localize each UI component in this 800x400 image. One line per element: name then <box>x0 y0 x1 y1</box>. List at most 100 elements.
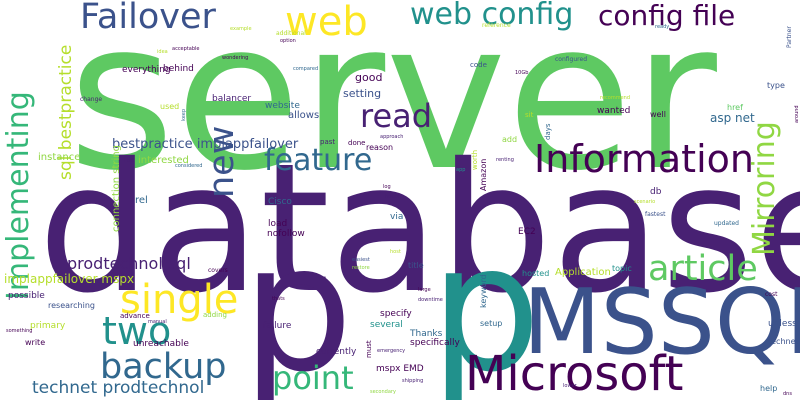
cloud-word: article <box>648 249 758 289</box>
cloud-word: bestpractice implappfailover <box>112 137 299 152</box>
cloud-word: acceptable <box>172 46 200 52</box>
cloud-word: Edit <box>124 158 134 164</box>
cloud-word: change <box>80 96 103 103</box>
cloud-word: unless <box>768 319 797 329</box>
cloud-word: covers <box>208 267 228 274</box>
cloud-word: topic <box>612 264 632 273</box>
cloud-word: hosted <box>522 269 550 278</box>
cloud-word: secondary <box>370 389 396 395</box>
cloud-word: config file <box>598 0 736 32</box>
cloud-word: wanted <box>597 106 631 116</box>
cloud-word: easiest <box>352 257 370 263</box>
cloud-word: Failover <box>80 0 216 37</box>
cloud-word: prodtechnol sql <box>67 254 191 273</box>
cloud-word: website <box>265 101 300 111</box>
cloud-word: lower <box>563 383 577 389</box>
cloud-word: currently <box>316 347 357 357</box>
cloud-word: read <box>360 97 433 135</box>
cloud-word: good <box>355 71 383 84</box>
cloud-word: app <box>456 167 466 173</box>
cloud-word: recommend <box>600 95 630 101</box>
cloud-word: Cisco <box>268 197 292 207</box>
cloud-word: sit <box>525 111 534 119</box>
cloud-word: renting <box>496 157 514 163</box>
cloud-word: manual <box>148 319 167 325</box>
cloud-word: several <box>370 320 403 330</box>
cloud-word: specify <box>380 309 412 319</box>
cloud-word: done <box>348 139 366 147</box>
cloud-word: failure <box>263 321 292 331</box>
cloud-word: mspx EMD <box>376 364 424 374</box>
cloud-word: reference <box>482 22 511 29</box>
cloud-word: implappfailover mspx <box>4 272 135 286</box>
cloud-word: point <box>272 359 354 397</box>
cloud-word: possible <box>8 291 45 301</box>
cloud-word: option <box>280 38 296 44</box>
cloud-word: large <box>418 287 431 293</box>
cloud-word: nofollow <box>267 229 305 239</box>
cloud-word: setup <box>480 319 503 328</box>
cloud-word: emergency <box>377 348 406 354</box>
cloud-word: used <box>160 102 180 111</box>
cloud-word: server <box>68 0 717 216</box>
cloud-word: allows <box>288 110 320 121</box>
cloud-word: technet prodtechnol <box>32 378 205 398</box>
cloud-word: Application <box>555 267 611 278</box>
cloud-word: write <box>25 338 46 347</box>
cloud-word: setting <box>343 87 382 100</box>
cloud-word: shipping <box>402 378 424 384</box>
cloud-word: configured <box>555 56 587 63</box>
cloud-word: db <box>650 187 662 197</box>
cloud-word: compared <box>293 66 319 72</box>
cloud-word: instance <box>38 152 81 163</box>
cloud-word: ready <box>655 24 670 30</box>
cloud-word: cost <box>765 291 778 298</box>
cloud-word: wondering <box>222 55 249 61</box>
cloud-word: 10Gb <box>515 70 529 76</box>
cloud-word: via <box>390 212 404 222</box>
cloud-word: Thanks <box>410 329 443 339</box>
cloud-word: researching <box>48 301 95 310</box>
cloud-word: balancer <box>212 94 252 104</box>
cloud-word: type <box>767 81 785 90</box>
cloud-word: thats <box>272 296 285 302</box>
cloud-word: title <box>408 261 424 270</box>
cloud-word: keep <box>181 108 187 121</box>
cloud-word: behind <box>163 64 194 74</box>
cloud-word: fastest <box>645 211 666 218</box>
cloud-word: days <box>544 123 552 140</box>
cloud-word: scenario <box>634 199 656 205</box>
cloud-word: Microsoft <box>465 346 684 400</box>
cloud-word: keyword <box>479 274 488 308</box>
cloud-word: downtime <box>418 297 443 303</box>
cloud-word: database <box>38 125 800 332</box>
cloud-word: host <box>390 249 401 255</box>
cloud-word: Amazon <box>479 158 488 191</box>
cloud-word: unreachable <box>133 339 189 349</box>
cloud-word: primary <box>30 321 66 331</box>
cloud-word: single <box>120 277 239 323</box>
cloud-word: specifically <box>410 338 460 348</box>
cloud-word: web <box>285 0 368 45</box>
cloud-word: additional <box>276 30 306 37</box>
cloud-word: interested <box>138 155 189 166</box>
cloud-word: adding <box>203 311 228 319</box>
cloud-word: past <box>320 138 336 146</box>
cloud-word: worth <box>471 149 479 170</box>
cloud-word: well <box>650 110 666 119</box>
cloud-word: something <box>6 328 33 334</box>
cloud-word: updated <box>714 220 739 227</box>
cloud-word: asp net <box>710 111 755 125</box>
cloud-word: p <box>430 208 542 400</box>
cloud-word: two <box>102 309 172 353</box>
cloud-word: log <box>383 184 391 190</box>
cloud-word: code <box>470 61 487 69</box>
cloud-word: feature <box>264 143 373 178</box>
cloud-word: web config <box>410 0 574 32</box>
cloud-word: dns <box>783 391 792 397</box>
cloud-word: restore <box>352 265 370 271</box>
cloud-word: add <box>502 135 518 144</box>
cloud-word: example <box>230 26 252 32</box>
cloud-word: Mirroring <box>747 121 782 256</box>
